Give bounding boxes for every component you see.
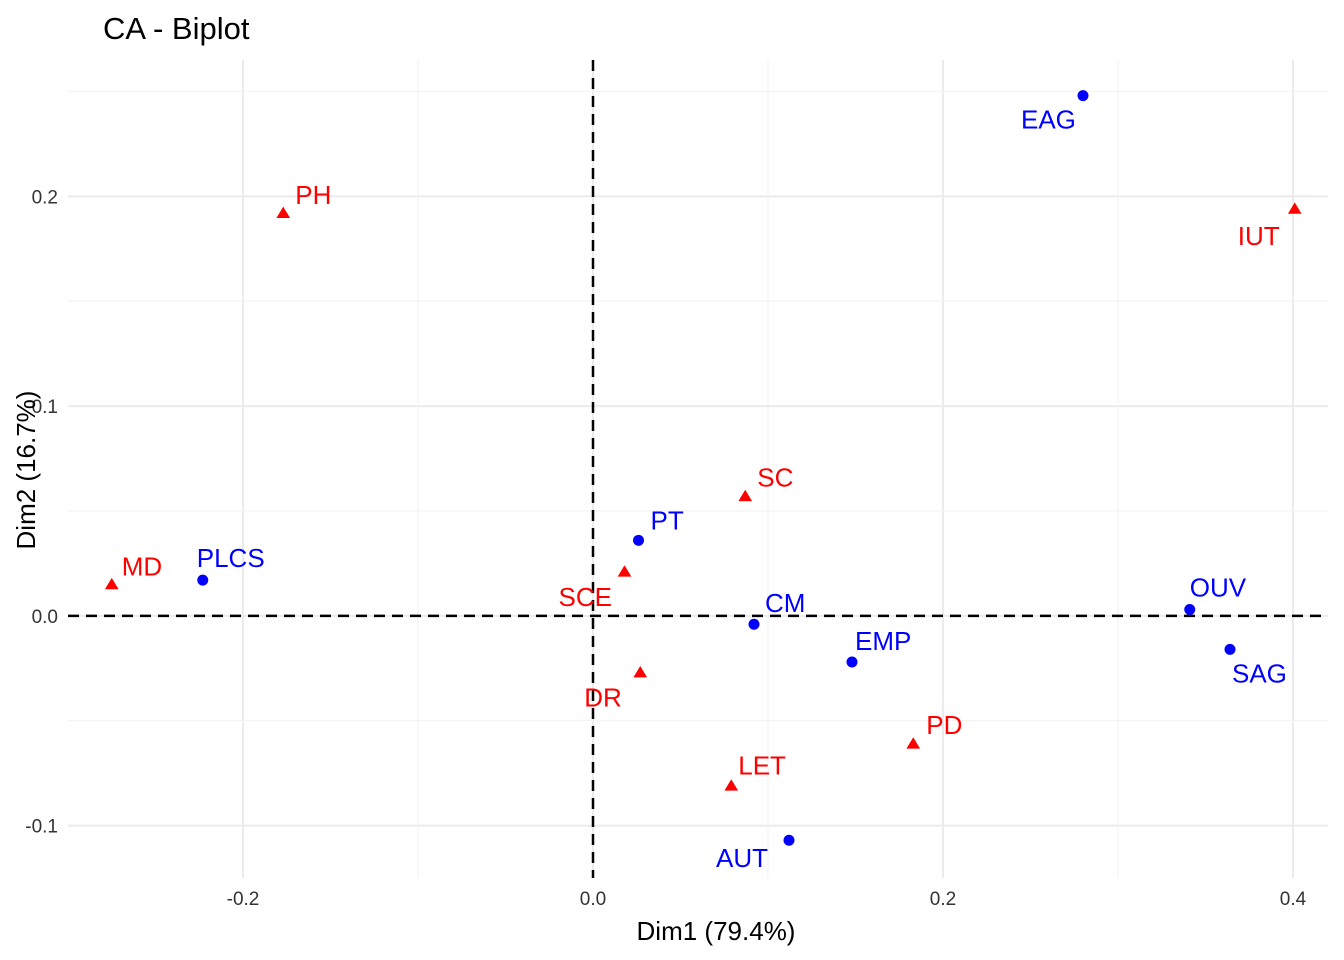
x-tick-label: 0.2	[930, 889, 956, 910]
reference-lines	[68, 60, 1328, 878]
label-dr: DR	[584, 682, 622, 712]
point-sce	[617, 565, 632, 577]
label-ph: PH	[295, 180, 331, 210]
label-ouv: OUV	[1190, 573, 1247, 603]
point-md	[104, 577, 119, 590]
point-eag	[1077, 90, 1089, 102]
label-sc: SC	[757, 462, 793, 492]
y-axis-title: Dim2 (16.7%)	[11, 391, 41, 550]
label-md: MD	[122, 551, 162, 581]
point-sc	[738, 489, 753, 502]
label-sag: SAG	[1232, 658, 1287, 688]
point-cm	[748, 618, 760, 630]
point-emp	[846, 656, 858, 668]
x-tick-label: 0.4	[1280, 889, 1307, 910]
tick-labels: -0.2 0.0 0.2 0.4 -0.1 0.0 0.1 0.2	[25, 187, 1306, 910]
y-tick-label: 0.2	[32, 187, 58, 208]
y-tick-label: 0.0	[32, 607, 58, 628]
label-let: LET	[738, 751, 786, 781]
label-emp: EMP	[855, 626, 911, 656]
point-ouv	[1184, 604, 1196, 616]
point-plcs	[197, 574, 209, 586]
point-pd	[906, 737, 921, 749]
label-eag: EAG	[1021, 105, 1076, 135]
y-tick-label: 0.1	[32, 397, 58, 418]
label-pt: PT	[651, 505, 684, 535]
label-cm: CM	[765, 588, 805, 618]
x-tick-label: -0.2	[227, 889, 260, 910]
chart-title: CA - Biplot	[103, 11, 250, 46]
label-aut: AUT	[716, 843, 768, 873]
label-sce: SCE	[559, 582, 612, 612]
point-ph	[276, 206, 291, 218]
data-points	[104, 90, 1302, 846]
y-tick-label: -0.1	[25, 817, 58, 838]
point-aut	[783, 834, 795, 846]
label-plcs: PLCS	[197, 543, 265, 573]
label-iut: IUT	[1238, 221, 1280, 251]
x-axis-title: Dim1 (79.4%)	[637, 916, 796, 946]
point-pt	[633, 534, 644, 546]
point-dr	[633, 665, 648, 678]
point-sag	[1224, 643, 1236, 655]
x-tick-label: 0.0	[580, 889, 606, 910]
label-pd: PD	[926, 710, 962, 740]
grid-lines	[68, 60, 1328, 878]
point-let	[724, 779, 739, 791]
point-iut	[1287, 202, 1302, 214]
point-labels: EAG PLCS PT CM EMP OUV SAG AUT PH IUT MD SC SCE DR PD L…	[122, 105, 1287, 874]
